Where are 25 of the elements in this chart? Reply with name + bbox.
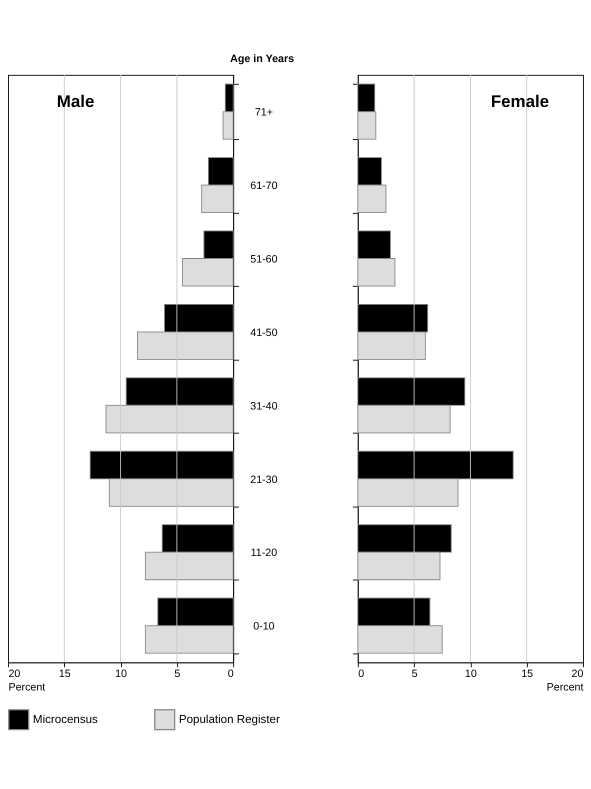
x-tick-label: 20 <box>572 668 584 680</box>
annotation: Female <box>490 92 550 111</box>
x-tick-label: 5 <box>174 668 180 680</box>
annotation: Male <box>56 92 94 111</box>
y-tick-label: 51-60 <box>250 254 278 266</box>
x-axis-title: Percent <box>546 681 584 694</box>
legend-label: Microcensus <box>32 714 98 726</box>
x-tick-label: 15 <box>521 668 534 680</box>
x-axis-title: Percent <box>8 681 46 694</box>
x-tick-label: 15 <box>58 668 71 680</box>
y-tick-label: 11-20 <box>250 547 278 560</box>
y-tick-label: 41-50 <box>250 326 278 339</box>
y-tick-label: 31-40 <box>250 400 278 412</box>
y-axis-title: Age in Years <box>230 53 294 66</box>
x-tick-label: 5 <box>412 668 418 680</box>
x-tick-label: 20 <box>8 668 20 680</box>
y-tick-label: 61-70 <box>250 180 278 192</box>
x-tick-label: 0 <box>358 668 364 680</box>
y-tick-label: 21-30 <box>250 474 278 486</box>
y-tick-label: 71+ <box>254 106 273 119</box>
y-tick-label: 0-10 <box>253 620 275 633</box>
legend-label: Population Register <box>178 714 280 726</box>
x-tick-label: 0 <box>228 668 234 680</box>
x-tick-label: 10 <box>115 668 128 680</box>
x-tick-label: 10 <box>464 668 477 680</box>
